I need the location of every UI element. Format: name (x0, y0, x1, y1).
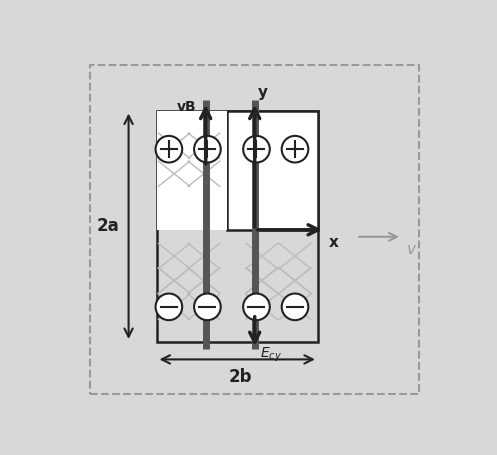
Bar (157, 111, 227, 230)
Bar (227, 111, 318, 230)
Circle shape (156, 136, 182, 162)
Circle shape (194, 293, 221, 320)
Circle shape (156, 293, 182, 320)
Text: v: v (407, 242, 416, 257)
Text: 2b: 2b (229, 368, 252, 386)
Circle shape (243, 136, 270, 162)
Text: $E_{cy}$: $E_{cy}$ (260, 345, 282, 364)
Circle shape (282, 293, 308, 320)
Text: vB: vB (177, 100, 197, 114)
Text: x: x (329, 235, 338, 250)
Text: y: y (258, 85, 268, 100)
Circle shape (194, 136, 221, 162)
Bar (157, 111, 318, 342)
Text: 2a: 2a (97, 217, 120, 235)
Circle shape (243, 293, 270, 320)
Circle shape (282, 136, 308, 162)
